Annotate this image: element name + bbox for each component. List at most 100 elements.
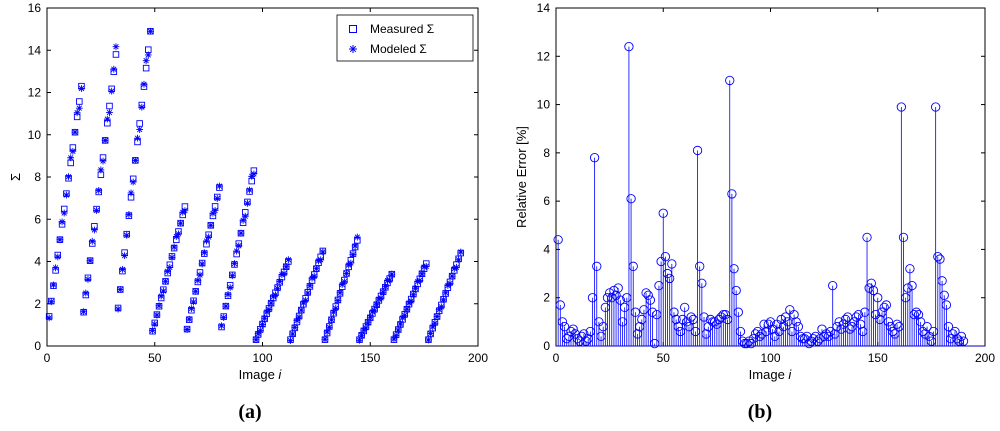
stem-marker <box>958 336 969 346</box>
modeled-point <box>375 295 383 303</box>
modeled-point <box>321 335 329 343</box>
modeled-point <box>198 260 206 268</box>
stem-marker <box>628 261 638 271</box>
stem-marker <box>667 259 677 269</box>
modeled-point <box>103 115 111 123</box>
stem-marker <box>669 307 679 317</box>
modeled-point <box>58 218 66 226</box>
modeled-point <box>407 297 415 305</box>
modeled-point <box>82 289 90 297</box>
modeled-point <box>196 271 204 279</box>
modeled-point <box>67 154 75 162</box>
legend-entry-label: Measured Σ <box>370 22 434 36</box>
stem-marker <box>868 285 879 296</box>
modeled-point <box>106 109 113 116</box>
modeled-point <box>293 317 301 324</box>
modeled-point <box>181 207 189 215</box>
modeled-point <box>164 267 172 275</box>
stem-marker <box>645 295 656 305</box>
legend-entry-label: Modeled Σ <box>370 42 427 56</box>
modeled-point <box>125 211 133 218</box>
modeled-point <box>371 306 378 314</box>
modeled-point <box>272 291 279 299</box>
modeled-point <box>131 156 139 164</box>
modeled-point <box>187 305 195 313</box>
modeled-point <box>343 270 350 277</box>
modeled-point <box>401 311 409 319</box>
modeled-point <box>409 291 417 299</box>
modeled-point <box>381 283 389 290</box>
modeled-point <box>429 323 437 331</box>
modeled-point <box>155 302 163 310</box>
modeled-point <box>392 332 400 340</box>
stem-marker <box>630 307 641 317</box>
modeled-point <box>418 270 426 278</box>
modeled-point <box>244 199 251 207</box>
stem-marker <box>907 280 917 291</box>
modeled-point <box>349 251 357 259</box>
measured-point <box>76 98 83 105</box>
stem-marker <box>695 261 705 271</box>
stem-marker <box>789 309 799 320</box>
stem-marker <box>879 302 889 313</box>
x-tick-label: 0 <box>44 351 51 365</box>
modeled-point <box>121 252 128 260</box>
modeled-point <box>231 260 238 267</box>
modeled-point <box>440 296 447 304</box>
modeled-point <box>412 284 419 292</box>
y-tick-label: 12 <box>28 86 42 100</box>
modeled-point <box>99 157 107 165</box>
modeled-point <box>140 80 148 88</box>
y-tick-label: 14 <box>28 43 42 57</box>
stem-marker <box>733 307 743 317</box>
modeled-point <box>388 270 396 278</box>
modeled-point <box>390 335 398 343</box>
modeled-point <box>427 330 434 337</box>
modeled-point <box>351 242 359 250</box>
modeled-point <box>323 328 331 336</box>
modeled-point <box>226 284 234 291</box>
y-tick-label: 6 <box>543 194 550 208</box>
modeled-point <box>69 147 77 155</box>
modeled-point <box>73 109 81 117</box>
modeled-point <box>453 263 460 271</box>
x-tick-label: 200 <box>975 351 995 365</box>
stem-marker <box>680 302 690 313</box>
modeled-point <box>450 265 458 273</box>
modeled-point <box>265 306 273 313</box>
stem-marker <box>671 314 681 325</box>
legend-square-marker <box>349 25 357 33</box>
modeled-point <box>377 294 385 302</box>
modeled-point <box>108 87 116 95</box>
modeled-point <box>280 270 288 278</box>
x-tick-label: 100 <box>252 351 272 365</box>
stem-marker <box>553 235 563 245</box>
modeled-point <box>192 287 200 295</box>
modeled-point <box>220 314 228 321</box>
modeled-point <box>114 305 122 313</box>
modeled-point <box>379 288 387 296</box>
stem-marker <box>725 75 735 86</box>
modeled-point <box>50 281 57 289</box>
modeled-point <box>246 186 253 194</box>
modeled-point <box>433 313 441 320</box>
x-tick-label: 150 <box>360 351 380 365</box>
stem-marker <box>559 322 570 332</box>
y-tick-label: 14 <box>537 1 551 15</box>
stem-marker <box>840 314 851 325</box>
stem-marker <box>950 326 960 337</box>
modeled-point <box>205 233 213 241</box>
modeled-point <box>168 254 176 261</box>
modeled-point <box>119 265 126 273</box>
modeled-point <box>239 216 247 224</box>
stem-marker <box>589 153 600 163</box>
modeled-point <box>250 170 258 178</box>
modeled-point <box>88 237 96 245</box>
legend-asterisk-marker <box>349 45 357 53</box>
modeled-point <box>110 65 118 73</box>
modeled-point <box>123 231 131 239</box>
modeled-point <box>353 233 361 241</box>
stem-marker <box>851 312 861 322</box>
modeled-point <box>45 314 53 322</box>
modeled-point <box>175 230 182 238</box>
